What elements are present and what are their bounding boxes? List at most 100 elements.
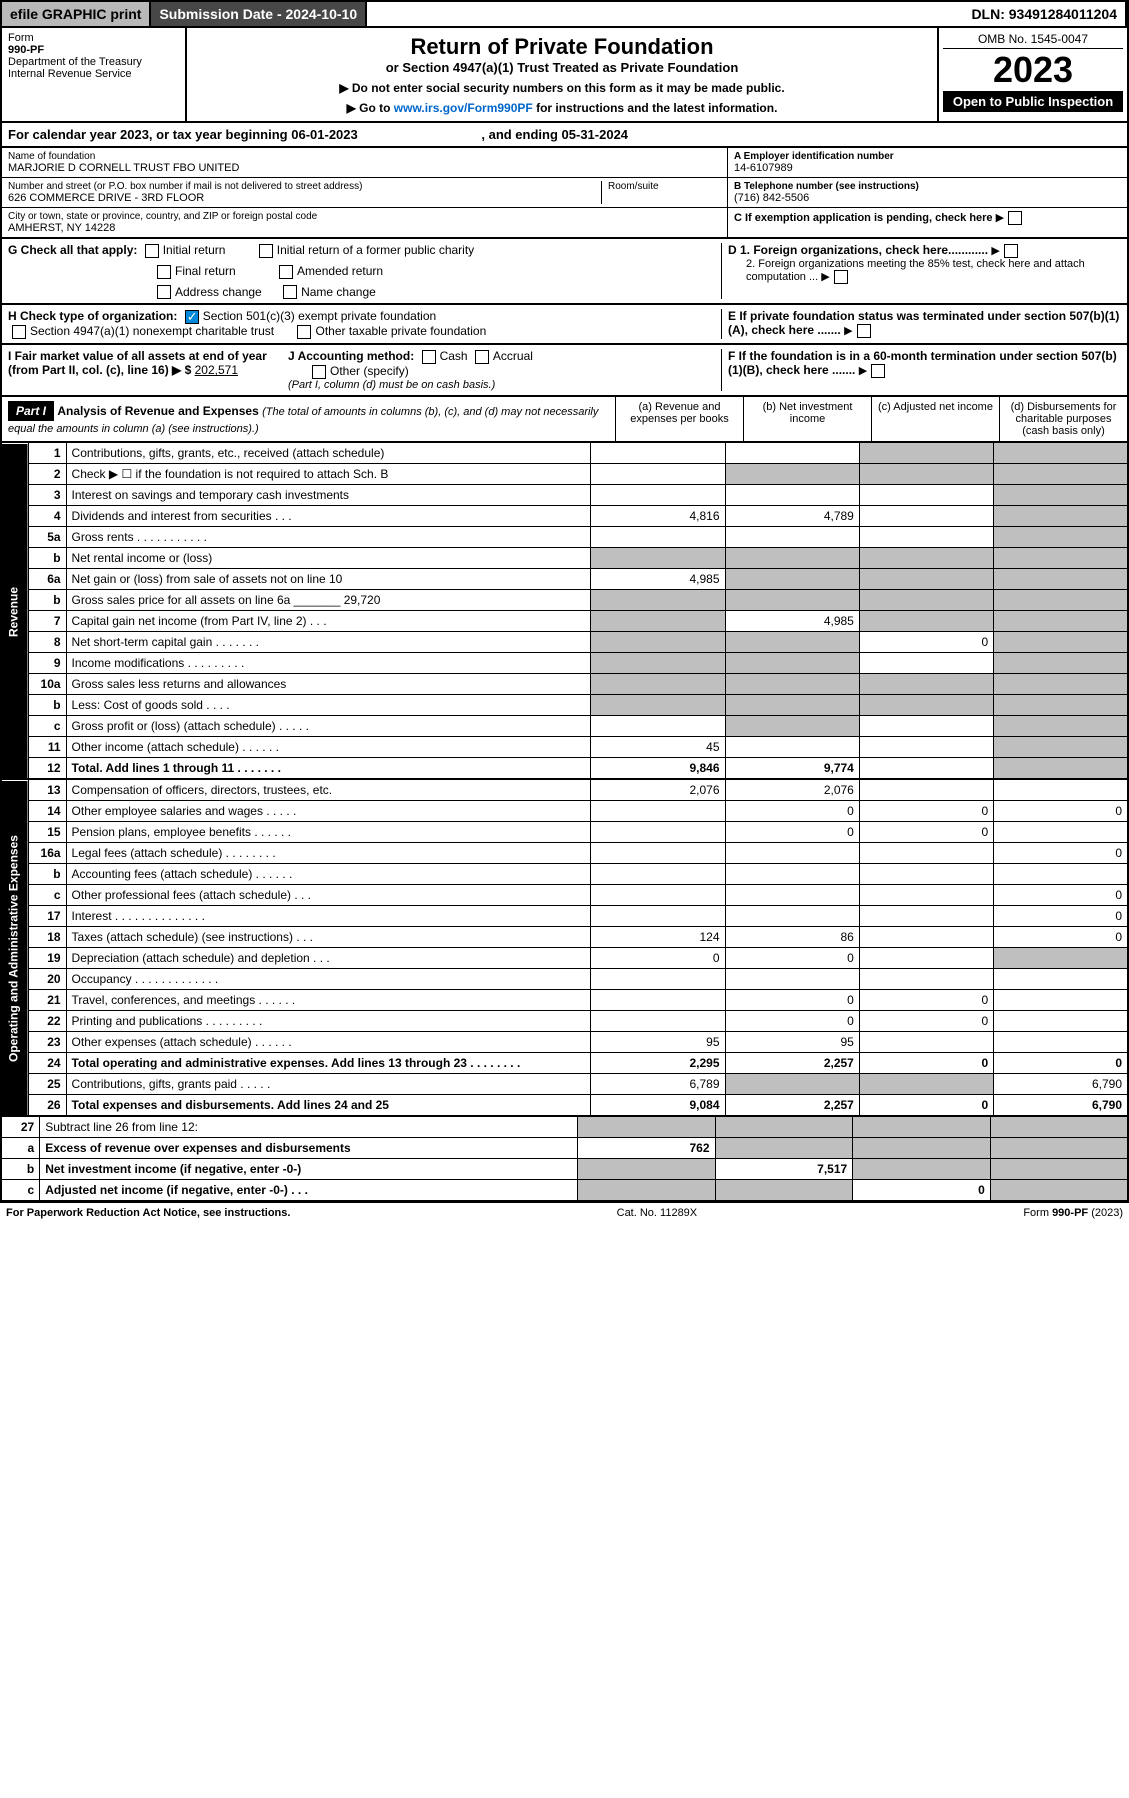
j-note: (Part I, column (d) must be on cash basi…: [288, 379, 533, 391]
part1-header: Part I Analysis of Revenue and Expenses …: [0, 397, 1129, 443]
irs-link[interactable]: www.irs.gov/Form990PF: [394, 101, 533, 115]
footer-right: Form 990-PF (2023): [1023, 1207, 1123, 1219]
chk-initial-former[interactable]: [259, 244, 273, 258]
chk-d1[interactable]: [1004, 244, 1018, 258]
side-label: Operating and Administrative Expenses: [1, 780, 28, 1116]
table-row: 21Travel, conferences, and meetings . . …: [1, 989, 1128, 1010]
chk-4947[interactable]: [12, 325, 26, 339]
table-row: 17Interest . . . . . . . . . . . . . .0: [1, 905, 1128, 926]
table-row: 10aGross sales less returns and allowanc…: [1, 673, 1128, 694]
name-label: Name of foundation: [8, 151, 721, 162]
table-row: cGross profit or (loss) (attach schedule…: [1, 715, 1128, 736]
table-row: 20Occupancy . . . . . . . . . . . . .: [1, 968, 1128, 989]
table-row: Revenue1Contributions, gifts, grants, et…: [1, 443, 1128, 464]
foundation-name: MARJORIE D CORNELL TRUST FBO UNITED: [8, 162, 721, 174]
chk-d2[interactable]: [834, 270, 848, 284]
chk-e[interactable]: [857, 324, 871, 338]
chk-initial[interactable]: [145, 244, 159, 258]
col-a-header: (a) Revenue and expenses per books: [615, 397, 743, 441]
h-label: H Check type of organization:: [8, 309, 177, 323]
form-subtitle: or Section 4947(a)(1) Trust Treated as P…: [193, 60, 931, 75]
g-check-section: G Check all that apply: Initial return I…: [0, 239, 1129, 305]
omb-number: OMB No. 1545-0047: [943, 32, 1123, 49]
d1-label: D 1. Foreign organizations, check here..…: [728, 243, 988, 257]
chk-501c3[interactable]: [185, 310, 199, 324]
submission-date: Submission Date - 2024-10-10: [151, 2, 367, 26]
chk-name[interactable]: [283, 285, 297, 299]
calendar-year-row: For calendar year 2023, or tax year begi…: [0, 123, 1129, 148]
table-row: 11Other income (attach schedule) . . . .…: [1, 736, 1128, 757]
col-c-header: (c) Adjusted net income: [871, 397, 999, 441]
tel-label: B Telephone number (see instructions): [734, 181, 1121, 192]
table-row: 8Net short-term capital gain . . . . . .…: [1, 631, 1128, 652]
table-row: 25Contributions, gifts, grants paid . . …: [1, 1073, 1128, 1094]
table-row: 6aNet gain or (loss) from sale of assets…: [1, 568, 1128, 589]
net-table: 27Subtract line 26 from line 12:aExcess …: [0, 1117, 1129, 1202]
i-j-section: I Fair market value of all assets at end…: [0, 345, 1129, 397]
ein-label: A Employer identification number: [734, 151, 1121, 162]
tel-value: (716) 842-5506: [734, 192, 1121, 204]
chk-other-method[interactable]: [312, 365, 326, 379]
info-section: Name of foundation MARJORIE D CORNELL TR…: [0, 148, 1129, 239]
table-row: 9Income modifications . . . . . . . . .: [1, 652, 1128, 673]
e-label: E If private foundation status was termi…: [728, 309, 1119, 337]
side-label: Revenue: [1, 443, 28, 779]
form-number: 990-PF: [8, 44, 179, 56]
chk-cash[interactable]: [422, 350, 436, 364]
table-row: 18Taxes (attach schedule) (see instructi…: [1, 926, 1128, 947]
chk-final[interactable]: [157, 265, 171, 279]
chk-f[interactable]: [871, 364, 885, 378]
ein-value: 14-6107989: [734, 162, 1121, 174]
efile-print-button[interactable]: efile GRAPHIC print: [2, 2, 151, 26]
table-row: bNet rental income or (loss): [1, 547, 1128, 568]
chk-address[interactable]: [157, 285, 171, 299]
d2-label: 2. Foreign organizations meeting the 85%…: [746, 258, 1085, 283]
page-footer: For Paperwork Reduction Act Notice, see …: [0, 1202, 1129, 1223]
expenses-table: Operating and Administrative Expenses13C…: [0, 780, 1129, 1117]
table-row: bLess: Cost of goods sold . . . .: [1, 694, 1128, 715]
c-label: C If exemption application is pending, c…: [734, 212, 993, 224]
top-bar: efile GRAPHIC print Submission Date - 20…: [0, 0, 1129, 28]
dln: DLN: 93491284011204: [963, 2, 1127, 26]
table-row: Operating and Administrative Expenses13C…: [1, 780, 1128, 801]
table-row: 5aGross rents . . . . . . . . . . .: [1, 526, 1128, 547]
city-label: City or town, state or province, country…: [8, 211, 721, 222]
irs-label: Internal Revenue Service: [8, 68, 179, 80]
table-row: 7Capital gain net income (from Part IV, …: [1, 610, 1128, 631]
part1-title: Analysis of Revenue and Expenses: [57, 404, 258, 418]
table-row: cOther professional fees (attach schedul…: [1, 884, 1128, 905]
j-label: J Accounting method:: [288, 349, 414, 363]
chk-accrual[interactable]: [475, 350, 489, 364]
table-row: 15Pension plans, employee benefits . . .…: [1, 821, 1128, 842]
instruction-2: ▶ Go to www.irs.gov/Form990PF for instru…: [193, 101, 931, 115]
f-label: F If the foundation is in a 60-month ter…: [728, 349, 1117, 377]
col-d-header: (d) Disbursements for charitable purpose…: [999, 397, 1127, 441]
table-row: 19Depreciation (attach schedule) and dep…: [1, 947, 1128, 968]
h-check-section: H Check type of organization: Section 50…: [0, 305, 1129, 345]
open-inspection: Open to Public Inspection: [943, 91, 1123, 112]
form-title: Return of Private Foundation: [193, 34, 931, 60]
form-label: Form: [8, 32, 179, 44]
street-address: 626 COMMERCE DRIVE - 3RD FLOOR: [8, 192, 601, 204]
table-row: 27Subtract line 26 from line 12:: [1, 1117, 1128, 1138]
revenue-table: Revenue1Contributions, gifts, grants, et…: [0, 443, 1129, 780]
table-row: bAccounting fees (attach schedule) . . .…: [1, 863, 1128, 884]
table-row: 4Dividends and interest from securities …: [1, 505, 1128, 526]
tax-year: 2023: [943, 49, 1123, 91]
table-row: 26Total expenses and disbursements. Add …: [1, 1094, 1128, 1116]
part1-label: Part I: [8, 401, 54, 421]
chk-amended[interactable]: [279, 265, 293, 279]
footer-mid: Cat. No. 11289X: [617, 1207, 698, 1219]
chk-other-tax[interactable]: [297, 325, 311, 339]
table-row: 3Interest on savings and temporary cash …: [1, 484, 1128, 505]
table-row: 16aLegal fees (attach schedule) . . . . …: [1, 842, 1128, 863]
table-row: 12Total. Add lines 1 through 11 . . . . …: [1, 757, 1128, 779]
table-row: 14Other employee salaries and wages . . …: [1, 800, 1128, 821]
table-row: 23Other expenses (attach schedule) . . .…: [1, 1031, 1128, 1052]
table-row: 22Printing and publications . . . . . . …: [1, 1010, 1128, 1031]
addr-label: Number and street (or P.O. box number if…: [8, 181, 601, 192]
table-row: bGross sales price for all assets on lin…: [1, 589, 1128, 610]
footer-left: For Paperwork Reduction Act Notice, see …: [6, 1207, 290, 1219]
c-checkbox[interactable]: [1008, 211, 1022, 225]
table-row: 2Check ▶ ☐ if the foundation is not requ…: [1, 463, 1128, 484]
